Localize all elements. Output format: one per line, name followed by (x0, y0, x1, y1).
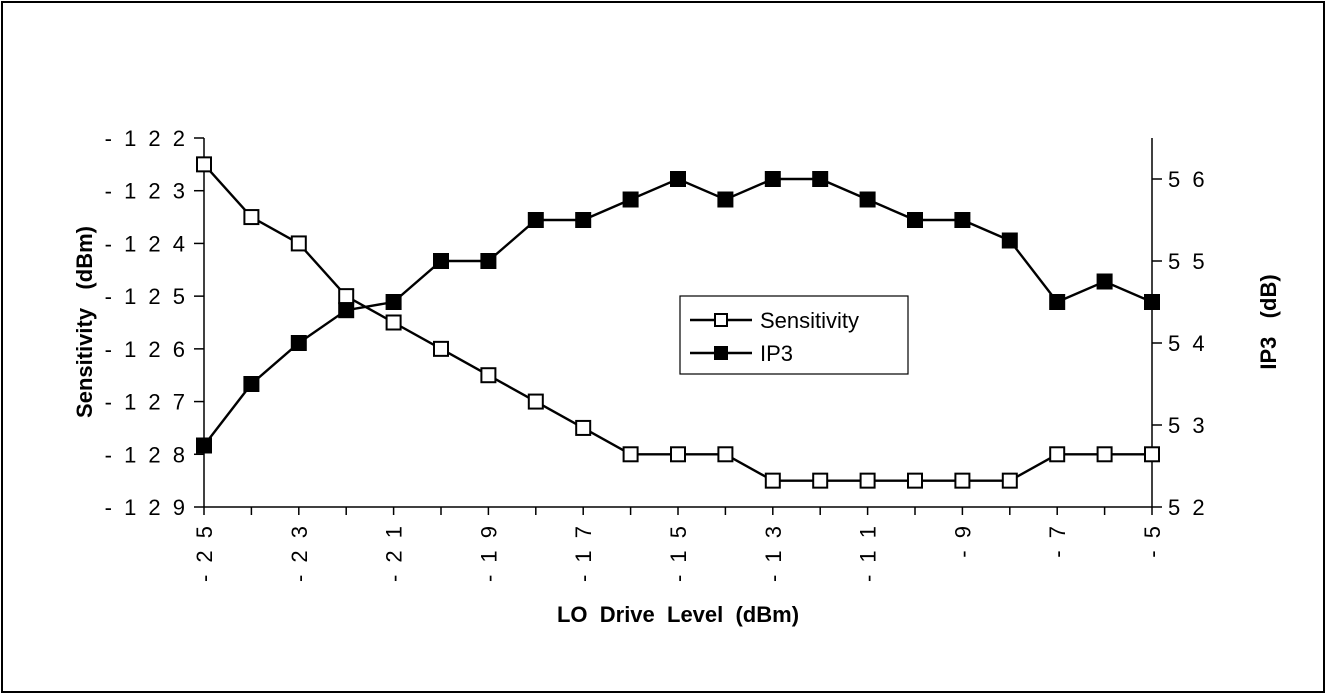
y-axis-right-title: IP3 (dB) (1256, 274, 1281, 369)
data-point-ip3 (196, 437, 212, 454)
x-tick-label: - 9 (950, 523, 975, 558)
x-tick-label: - 1 3 (761, 523, 786, 582)
data-point-ip3 (717, 191, 734, 208)
data-point-ip3 (1144, 294, 1160, 310)
y-right-tick-label: 5 3 (1168, 413, 1208, 438)
data-point-ip3 (338, 302, 355, 319)
data-point-sensitivity (385, 314, 402, 331)
data-point-sensitivity (196, 156, 212, 173)
data-point-ip3 (812, 171, 829, 187)
y-left-tick-label: - 1 2 4 (105, 231, 188, 256)
data-point-sensitivity (433, 340, 449, 357)
data-point-ip3 (290, 335, 307, 351)
x-tick-label: - 2 3 (287, 523, 312, 582)
legend-marker-ip3 (714, 346, 728, 360)
legend-marker-sensitivity (714, 313, 728, 327)
data-point-sensitivity (1096, 446, 1113, 463)
y-left-tick-label: - 1 2 5 (105, 284, 188, 309)
data-point-sensitivity (1144, 446, 1160, 463)
data-point-ip3 (622, 191, 639, 208)
data-point-ip3 (527, 212, 544, 228)
data-point-sensitivity (575, 419, 592, 436)
y-right-tick-label: 5 4 (1168, 331, 1208, 356)
data-point-sensitivity (764, 472, 781, 489)
data-point-ip3 (480, 253, 497, 269)
series-layer (196, 156, 1160, 489)
y-left-tick-label: - 1 2 8 (105, 442, 188, 467)
y-right-tick-label: 5 2 (1168, 495, 1208, 520)
data-point-sensitivity (1001, 472, 1018, 489)
data-point-ip3 (1001, 232, 1018, 249)
data-point-ip3 (433, 253, 449, 269)
x-tick-label: - 5 (1140, 523, 1165, 558)
x-tick-label: - 2 1 (382, 523, 407, 582)
data-point-sensitivity (480, 367, 497, 384)
data-point-sensitivity (1049, 446, 1066, 463)
data-point-sensitivity (907, 472, 923, 489)
data-point-ip3 (385, 294, 402, 310)
data-point-sensitivity (290, 235, 307, 252)
y-left-tick-label: - 1 2 6 (105, 337, 188, 362)
x-tick-label: - 7 (1045, 523, 1070, 558)
x-axis-title: LO Drive Level (dBm) (557, 602, 799, 627)
data-point-sensitivity (859, 472, 876, 489)
data-point-sensitivity (670, 446, 686, 463)
series-line-sensitivity (203, 163, 1152, 482)
y-right-tick-label: 5 5 (1168, 249, 1208, 274)
x-tick-label: - 1 7 (571, 523, 596, 582)
y-right-tick-label: 5 6 (1168, 167, 1208, 192)
y-left-tick-label: - 1 2 3 (105, 179, 188, 204)
legend: Sensitivity IP3 (679, 295, 909, 375)
legend-label-ip3: IP3 (760, 341, 793, 366)
y-left-tick-label: - 1 2 7 (105, 390, 188, 415)
data-point-sensitivity (812, 472, 829, 489)
data-point-ip3 (1096, 273, 1113, 290)
axes: - 1 2 2 - 1 2 3 - 1 2 4 - 1 2 5 - 1 2 6 - 1 2… (105, 126, 1208, 582)
data-point-sensitivity (527, 393, 544, 410)
data-point-ip3 (670, 171, 686, 187)
data-point-ip3 (1049, 294, 1066, 310)
legend-label-sensitivity: Sensitivity (760, 308, 859, 333)
data-point-sensitivity (622, 446, 639, 463)
x-tick-label: - 2 5 (192, 523, 217, 582)
data-point-ip3 (859, 191, 876, 208)
data-point-sensitivity (243, 209, 260, 226)
data-point-ip3 (907, 212, 923, 228)
data-point-sensitivity (954, 472, 971, 489)
y-left-tick-label: - 1 2 9 (105, 495, 188, 520)
x-tick-label: - 1 9 (476, 523, 501, 582)
y-left-tick-label: - 1 2 2 (105, 126, 188, 151)
data-point-sensitivity (338, 288, 355, 305)
data-point-ip3 (575, 212, 592, 228)
data-point-ip3 (243, 376, 260, 392)
data-point-sensitivity (717, 446, 734, 463)
legend-box (679, 295, 909, 375)
data-point-ip3 (764, 171, 781, 187)
data-point-ip3 (954, 212, 971, 228)
x-tick-label: - 1 5 (666, 523, 691, 582)
x-tick-label: - 1 1 (856, 523, 881, 582)
y-axis-left-title: Sensitivity (dBm) (72, 226, 97, 418)
